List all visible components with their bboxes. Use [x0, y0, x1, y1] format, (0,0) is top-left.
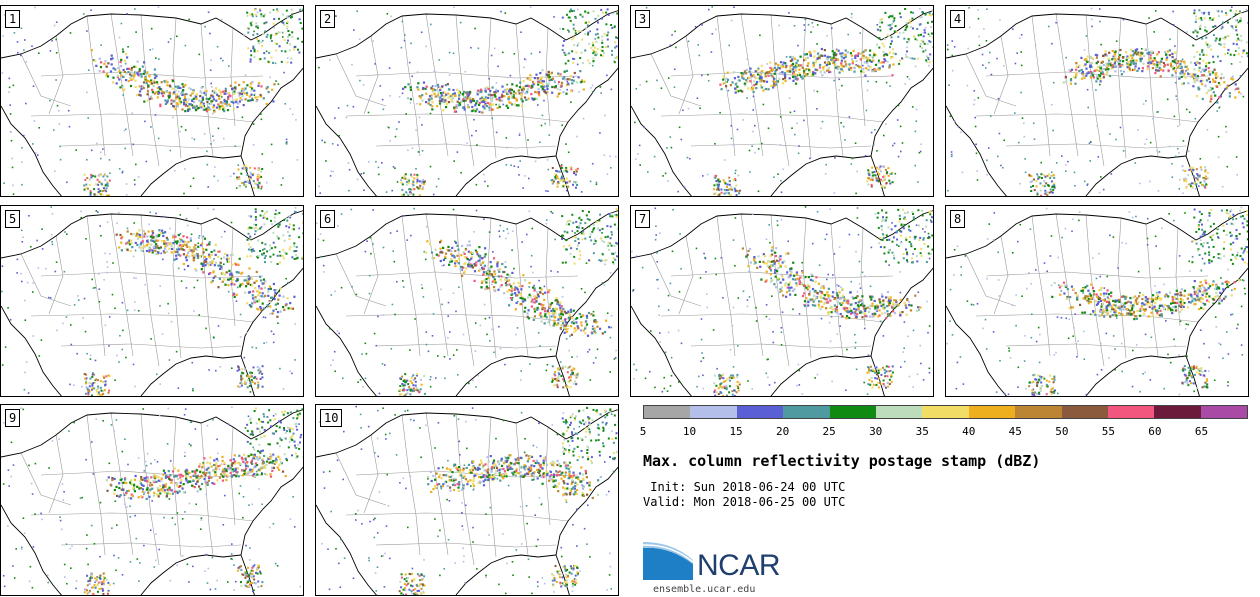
member-label: 6	[320, 210, 336, 228]
colorbar-segment	[1015, 406, 1062, 418]
colorbar-tick-label: 65	[1194, 425, 1209, 438]
ensemble-member-panel-1: 1	[0, 5, 304, 197]
colorbar-tick-label: 55	[1101, 425, 1115, 438]
ensemble-member-panel-3: 3	[630, 5, 934, 197]
figure-title: Max. column reflectivity postage stamp (…	[643, 452, 1041, 470]
ncar-logo-text: NCAR	[697, 549, 781, 582]
valid-time: Valid: Mon 2018-06-25 00 UTC	[643, 495, 846, 509]
colorbar-segment	[875, 406, 923, 418]
colorbar-segment	[644, 406, 691, 418]
colorbar-segment	[829, 406, 876, 418]
colorbar-segment	[690, 406, 737, 418]
reflectivity-map	[316, 6, 618, 196]
reflectivity-map	[316, 405, 618, 595]
colorbar-tick-label: 5	[639, 425, 647, 438]
reflectivity-map	[1, 406, 303, 595]
colorbar-tick-label: 30	[869, 425, 883, 438]
reflectivity-colorbar	[643, 405, 1248, 419]
colorbar-segment	[736, 406, 784, 418]
ensemble-member-panel-7: 7	[630, 205, 934, 397]
member-label: 9	[5, 409, 21, 427]
member-label: 10	[320, 409, 343, 427]
ensemble-member-panel-9: 9	[0, 404, 304, 596]
colorbar-tick-label: 35	[915, 425, 929, 438]
member-label: 2	[320, 10, 336, 28]
colorbar-segment	[1061, 406, 1108, 418]
member-label: 4	[950, 10, 966, 28]
ensemble-url: ensemble.ucar.edu	[653, 584, 756, 595]
colorbar-tick-label: 50	[1055, 425, 1069, 438]
colorbar-tick-label: 60	[1148, 425, 1162, 438]
ensemble-member-panel-8: 8	[945, 205, 1249, 397]
colorbar-segment	[1200, 406, 1248, 418]
reflectivity-map	[631, 6, 933, 196]
colorbar-tick-label: 25	[822, 425, 836, 438]
colorbar-segment	[1154, 406, 1201, 418]
reflectivity-map	[631, 206, 933, 396]
colorbar-segment	[968, 406, 1016, 418]
reflectivity-map	[946, 206, 1248, 396]
ensemble-member-panel-2: 2	[315, 5, 619, 197]
member-label: 7	[635, 210, 651, 228]
colorbar-segment	[1107, 406, 1155, 418]
member-label: 5	[5, 210, 21, 228]
init-time: Init: Sun 2018-06-24 00 UTC	[643, 480, 846, 494]
colorbar-tick-label: 20	[775, 425, 790, 438]
member-label: 1	[5, 10, 21, 28]
ensemble-member-panel-10: 10	[315, 404, 619, 596]
colorbar-segment	[783, 406, 830, 418]
reflectivity-map	[1, 6, 303, 196]
reflectivity-map	[946, 6, 1248, 196]
colorbar-tick-label: 45	[1008, 425, 1022, 438]
member-label: 8	[950, 210, 966, 228]
ensemble-member-panel-6: 6	[315, 205, 619, 397]
member-label: 3	[635, 10, 651, 28]
reflectivity-map	[316, 207, 618, 396]
ncar-logo-icon	[643, 542, 694, 580]
colorbar-tick-label: 10	[682, 425, 697, 438]
ensemble-member-panel-5: 5	[0, 205, 304, 397]
reflectivity-map	[1, 206, 303, 396]
ensemble-member-panel-4: 4	[945, 5, 1249, 197]
colorbar-segment	[922, 406, 969, 418]
colorbar-tick-label: 15	[729, 425, 743, 438]
colorbar-tick-label: 40	[962, 425, 976, 438]
